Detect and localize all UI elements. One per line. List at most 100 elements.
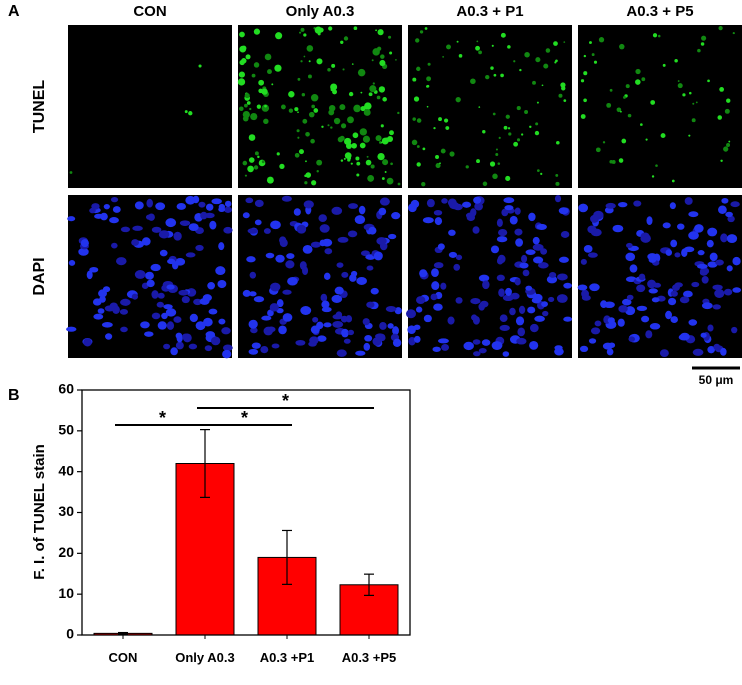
tunel-spot — [303, 33, 307, 37]
nucleus — [466, 213, 476, 222]
micrograph — [68, 25, 232, 188]
tunel-spot — [688, 134, 691, 137]
nucleus — [247, 228, 259, 234]
nucleus — [588, 338, 597, 344]
nucleus — [529, 323, 539, 333]
tunel-spot — [529, 125, 532, 128]
nucleus — [541, 301, 548, 307]
nucleus — [546, 275, 558, 284]
nucleus — [170, 347, 178, 356]
tunel-spot — [254, 151, 259, 156]
nucleus — [295, 339, 306, 346]
tunel-spot — [346, 154, 348, 156]
nucleus — [253, 296, 265, 303]
nucleus — [505, 287, 512, 296]
tunel-spot — [314, 26, 323, 34]
nucleus — [242, 289, 251, 297]
tunel-spot — [588, 41, 592, 45]
tunel-spot — [337, 136, 344, 143]
nucleus — [296, 224, 307, 234]
tunel-spot — [245, 54, 251, 60]
tunel-spot — [516, 106, 521, 111]
nucleus — [100, 212, 108, 221]
nucleus — [163, 343, 171, 350]
nucleus — [455, 254, 463, 261]
nucleus — [580, 258, 587, 265]
nucleus — [270, 220, 281, 230]
nucleus — [203, 317, 213, 327]
nucleus — [731, 326, 738, 334]
nucleus — [548, 296, 555, 303]
scale-bar-label: 50 μm — [699, 373, 734, 387]
tunel-spot — [303, 55, 306, 58]
tunel-spot — [495, 148, 498, 151]
tunel-spot — [296, 129, 300, 133]
tunel-spot — [674, 58, 678, 63]
nucleus — [336, 262, 344, 268]
tunel-spot — [433, 127, 436, 130]
nucleus — [490, 245, 500, 254]
tunel-spot — [380, 141, 383, 144]
nucleus — [282, 313, 293, 322]
tunel-spot — [298, 149, 304, 155]
nucleus — [347, 329, 355, 336]
nucleus — [242, 212, 250, 219]
tunel-spot — [718, 25, 723, 31]
nucleus — [405, 309, 417, 319]
tunel-spot — [421, 181, 426, 187]
tunel-spot — [635, 68, 641, 75]
nucleus — [134, 201, 144, 210]
nucleus — [246, 256, 256, 263]
tunel-spot — [356, 161, 361, 166]
tunel-spot — [345, 143, 352, 149]
tunel-spot — [720, 159, 723, 162]
nucleus — [83, 338, 92, 347]
nucleus — [250, 327, 258, 334]
tunel-spot — [351, 63, 354, 65]
nucleus — [261, 315, 272, 321]
tunel-spot — [697, 48, 701, 53]
nucleus — [563, 282, 572, 289]
tunel-spot — [310, 94, 319, 102]
tunel-spot — [446, 44, 451, 50]
nucleus — [720, 233, 728, 243]
tunel-spot — [351, 142, 357, 149]
nucleus — [498, 288, 505, 297]
nucleus — [89, 266, 99, 273]
tunel-spot — [308, 60, 311, 63]
tunel-spot — [498, 136, 501, 140]
tunel-spot — [503, 125, 508, 130]
nucleus — [560, 230, 570, 238]
tunel-spot — [426, 105, 429, 108]
micrograph-bg — [68, 25, 232, 188]
tunel-spot — [239, 106, 244, 112]
tunel-spot — [490, 66, 494, 70]
tunel-spot — [583, 71, 588, 76]
nucleus — [594, 320, 602, 327]
tunel-spot — [275, 32, 283, 40]
nucleus — [279, 238, 288, 248]
tunel-spot — [397, 111, 400, 115]
nucleus — [622, 298, 632, 306]
nucleus — [78, 247, 89, 256]
tunel-spot — [371, 59, 374, 62]
tunel-spot — [333, 117, 341, 125]
nucleus — [354, 215, 366, 224]
tunel-spot — [305, 172, 312, 178]
nucleus — [175, 341, 184, 350]
nucleus — [618, 305, 628, 313]
micrograph — [237, 25, 402, 188]
nucleus — [453, 263, 461, 271]
tunel-spot — [316, 58, 323, 65]
tunel-spot — [427, 62, 431, 66]
nucleus — [181, 295, 190, 304]
tunel-spot — [251, 73, 256, 78]
tunel-spot — [563, 99, 567, 102]
nucleus — [670, 316, 678, 323]
tunel-spot — [359, 142, 366, 149]
y-tick-label: 40 — [58, 462, 74, 478]
tunel-spot — [390, 162, 393, 166]
tunel-spot — [379, 59, 386, 67]
nucleus — [224, 200, 232, 207]
nucleus — [151, 226, 162, 233]
